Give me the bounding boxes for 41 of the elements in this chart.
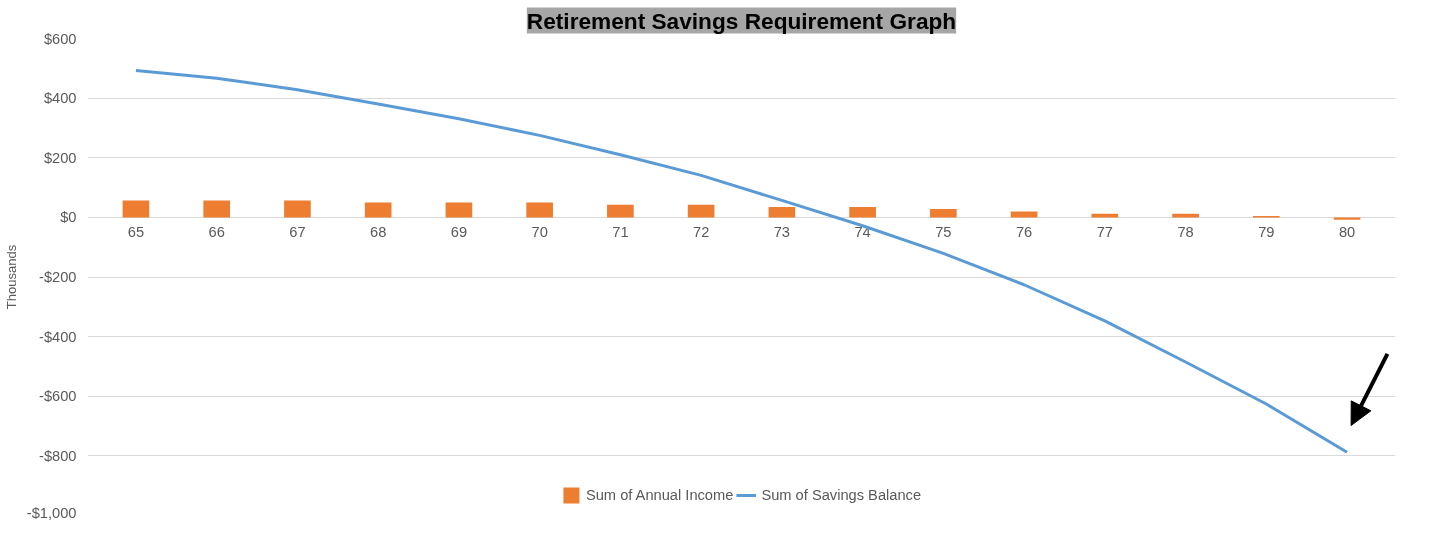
y-tick-label: -$200 bbox=[39, 269, 77, 285]
x-tick-label: 79 bbox=[1258, 224, 1275, 241]
y-tick-label: -$800 bbox=[39, 447, 77, 464]
bar bbox=[122, 200, 150, 218]
x-tick-label: 72 bbox=[692, 224, 710, 241]
x-tick-label: 80 bbox=[1338, 224, 1356, 241]
x-tick-label: 77 bbox=[1096, 224, 1113, 241]
legend-label: Sum of Annual Income bbox=[585, 487, 734, 503]
x-tick-label: 71 bbox=[612, 224, 629, 241]
bar bbox=[364, 202, 392, 218]
bar bbox=[445, 202, 473, 218]
x-tick-label: 76 bbox=[1015, 224, 1033, 241]
x-tick-label: 69 bbox=[450, 224, 468, 241]
x-tick-label: 66 bbox=[208, 224, 225, 241]
x-tick-label: 67 bbox=[289, 224, 306, 241]
y-tick-label: $400 bbox=[43, 90, 77, 107]
y-tick-label: -$1,000 bbox=[26, 504, 77, 521]
y-tick-label: $0 bbox=[60, 209, 77, 226]
y-tick-label: -$400 bbox=[39, 328, 77, 345]
x-tick-label: 65 bbox=[127, 224, 145, 241]
bar bbox=[687, 204, 715, 218]
y-tick-label: $600 bbox=[43, 30, 77, 47]
bar bbox=[607, 204, 634, 218]
x-tick-label: 78 bbox=[1177, 224, 1194, 241]
x-tick-label: 68 bbox=[370, 224, 387, 241]
chart-title: Retirement Savings Requirement Graph bbox=[526, 7, 957, 34]
bar bbox=[849, 206, 876, 218]
y-tick-label: -$600 bbox=[39, 388, 77, 405]
bar bbox=[768, 206, 796, 218]
bar bbox=[1333, 217, 1361, 220]
bar bbox=[203, 200, 231, 218]
legend-label: Sum of Savings Balance bbox=[761, 487, 922, 503]
x-tick-label: 70 bbox=[531, 224, 548, 241]
bar bbox=[930, 209, 957, 218]
bar bbox=[1010, 211, 1038, 218]
x-tick-label: 73 bbox=[773, 224, 791, 241]
y-axis-title: Thousands bbox=[3, 244, 19, 310]
bar bbox=[284, 200, 311, 218]
bar bbox=[526, 202, 553, 218]
y-tick-label: $200 bbox=[43, 149, 77, 166]
x-tick-label: 75 bbox=[935, 224, 952, 241]
